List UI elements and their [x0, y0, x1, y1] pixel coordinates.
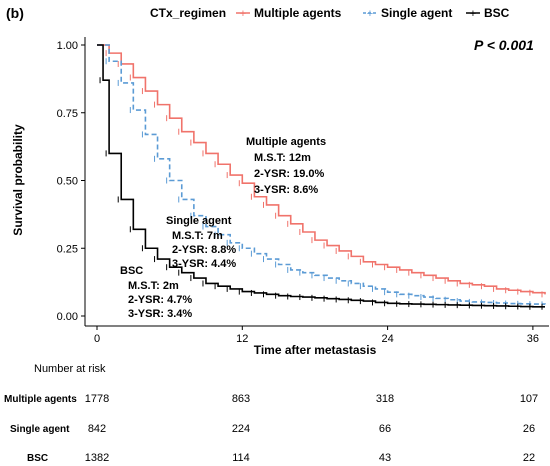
p-value: P < 0.001 [474, 37, 534, 53]
annotation-multiple-agents-3ysr: 3-YSR: 8.6% [254, 184, 318, 196]
legend-label-multiple-agents: Multiple agents [254, 6, 342, 20]
panel-label: (b) [6, 5, 24, 21]
x-axis-label: Time after metastasis [254, 343, 377, 357]
risk-cell: 224 [232, 423, 250, 435]
annotation-bsc-mst: M.S.T: 2m [128, 280, 179, 292]
risk-row-label: BSC [27, 453, 48, 464]
annotation-single-agent-mst: M.S.T: 7m [172, 230, 223, 242]
annotation-single-agent: Single agent M.S.T: 7m 2-YSR: 8.8% 3-YSR… [166, 215, 236, 270]
annotation-single-agent-2ysr: 2-YSR: 8.8% [172, 244, 236, 256]
y-tick-label: 0.00 [57, 311, 78, 323]
x-tick-label: 24 [381, 333, 393, 345]
legend: CTx_regimen + Multiple agents + Single a… [150, 6, 510, 20]
y-tick-label: 0.75 [57, 108, 78, 120]
risk-table-title: Number at risk [34, 363, 106, 375]
risk-cell: 114 [232, 452, 250, 464]
risk-cell: 318 [376, 393, 394, 405]
x-tick-label: 36 [527, 333, 539, 345]
annotation-single-agent-3ysr: 3-YSR: 4.4% [172, 258, 236, 270]
axes: 0.00 0.25 0.50 0.75 1.00 0 12 24 36 [57, 37, 549, 345]
series-layer [97, 44, 546, 310]
survival-curve-multiple-agents [97, 44, 546, 295]
legend-label-bsc: BSC [484, 6, 510, 20]
y-axis-label: Survival probability [11, 124, 25, 236]
annotation-bsc-title: BSC [120, 265, 143, 277]
risk-row-bsc: BSC 1382 114 43 22 [27, 452, 535, 464]
risk-row-label: Single agent [10, 424, 70, 435]
annotation-single-agent-title: Single agent [166, 215, 232, 227]
risk-table: Number at risk Multiple agents 1778 863 … [4, 363, 538, 464]
risk-cell: 842 [88, 423, 106, 435]
risk-row-label: Multiple agents [4, 394, 77, 405]
annotation-multiple-agents: Multiple agents M.S.T: 12m 2-YSR: 19.0% … [246, 136, 326, 196]
risk-cell: 1382 [85, 452, 109, 464]
annotation-bsc: BSC M.S.T: 2m 2-YSR: 4.7% 3-YSR: 3.4% [120, 265, 192, 320]
legend-entry-multiple-agents: + Multiple agents [236, 6, 342, 20]
risk-cell: 66 [379, 423, 391, 435]
x-tick-label: 12 [236, 333, 248, 345]
legend-marker-bsc: + [470, 8, 476, 20]
risk-cell: 1778 [85, 393, 109, 405]
legend-title: CTx_regimen [150, 6, 226, 20]
annotation-multiple-agents-mst: M.S.T: 12m [254, 152, 311, 164]
annotation-bsc-3ysr: 3-YSR: 3.4% [128, 308, 192, 320]
risk-row-multiple-agents: Multiple agents 1778 863 318 107 [4, 393, 538, 405]
annotation-multiple-agents-title: Multiple agents [246, 136, 326, 148]
y-tick-label: 0.50 [57, 176, 78, 188]
y-tick-label: 1.00 [57, 40, 78, 52]
risk-cell: 22 [523, 452, 535, 464]
annotation-bsc-2ysr: 2-YSR: 4.7% [128, 294, 192, 306]
risk-cell: 863 [232, 393, 250, 405]
x-tick-label: 0 [94, 333, 100, 345]
legend-marker-single-agent: + [367, 8, 373, 20]
annotation-multiple-agents-2ysr: 2-YSR: 19.0% [254, 168, 325, 180]
survival-curve-bsc [97, 44, 545, 308]
risk-cell: 43 [379, 452, 391, 464]
survival-curve-single-agent [97, 44, 546, 305]
y-tick-label: 0.25 [57, 243, 78, 255]
risk-cell: 107 [520, 393, 538, 405]
legend-entry-single-agent: + Single agent [363, 6, 452, 20]
legend-entry-bsc: + BSC [466, 6, 510, 20]
risk-row-single-agent: Single agent 842 224 66 26 [10, 423, 535, 435]
risk-cell: 26 [523, 423, 535, 435]
legend-marker-multiple-agents: + [240, 8, 246, 20]
legend-label-single-agent: Single agent [381, 6, 452, 20]
